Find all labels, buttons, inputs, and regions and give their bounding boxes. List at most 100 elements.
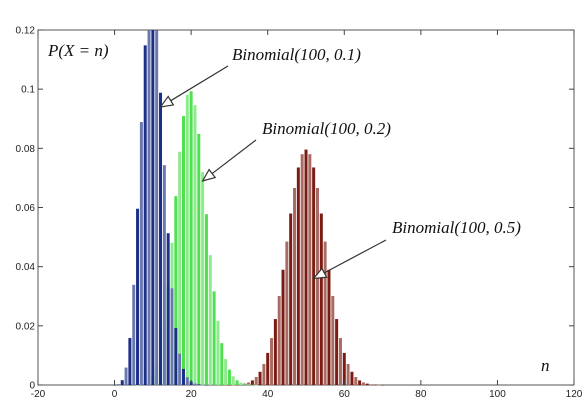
- bar-0-5: [132, 284, 136, 385]
- x-axis-label: n: [541, 356, 550, 375]
- bar-2-44: [281, 269, 285, 385]
- annotation-binomial-0-5: Binomial(100, 0.5): [392, 218, 521, 237]
- bar-2-38: [258, 371, 262, 385]
- bar-2-36: [250, 380, 254, 385]
- bar-0-12: [159, 92, 163, 385]
- bar-0-7: [139, 122, 143, 386]
- x-tick-label-7: 120: [566, 389, 583, 400]
- bar-0-13: [162, 165, 166, 385]
- bar-1-30: [227, 369, 231, 385]
- bar-2-37: [254, 377, 258, 385]
- y-tick-label-5: 0.1: [21, 85, 35, 96]
- bar-1-16: [174, 196, 178, 385]
- series-0: [113, 30, 208, 386]
- bar-0-14: [166, 233, 170, 385]
- bar-2-61: [346, 363, 350, 385]
- y-tick-label-0: 0: [29, 381, 35, 392]
- bar-1-22: [197, 133, 201, 385]
- bar-1-37: [254, 384, 258, 386]
- bar-1-26: [212, 291, 216, 385]
- y-tick-label-2: 0.04: [16, 262, 36, 273]
- x-tick-label-3: 40: [262, 389, 274, 400]
- bar-2-35: [247, 382, 251, 385]
- bar-1-33: [239, 382, 243, 385]
- bar-1-28: [220, 343, 224, 385]
- bar-2-48: [296, 167, 300, 385]
- bar-0-24: [204, 384, 208, 386]
- bar-2-49: [300, 154, 304, 385]
- bar-2-52: [312, 167, 316, 385]
- bar-2-41: [270, 338, 274, 385]
- bar-1-29: [224, 359, 228, 385]
- bar-1-36: [250, 384, 254, 386]
- bar-0-18: [181, 368, 185, 385]
- bar-0-0: [113, 384, 117, 386]
- bar-0-15: [170, 288, 174, 385]
- bar-0-22: [197, 384, 201, 386]
- bar-1-20: [189, 91, 193, 386]
- bar-0-19: [185, 377, 189, 385]
- y-tick-label-6: 0.12: [16, 26, 36, 37]
- bar-2-39: [262, 363, 266, 385]
- bar-2-69: [377, 384, 381, 386]
- bar-2-30: [227, 384, 231, 386]
- y-tick-label-1: 0.02: [16, 321, 36, 332]
- bar-2-63: [354, 377, 358, 385]
- bar-0-6: [136, 208, 140, 385]
- bar-2-50: [304, 149, 308, 385]
- bar-2-31: [231, 384, 235, 386]
- bar-2-42: [273, 319, 277, 385]
- bar-2-45: [285, 241, 289, 385]
- bar-2-57: [331, 296, 335, 385]
- bar-2-60: [342, 352, 346, 385]
- bar-2-54: [319, 213, 323, 385]
- bar-2-43: [277, 296, 281, 385]
- bar-1-21: [193, 105, 197, 385]
- bar-0-1: [116, 384, 120, 385]
- bar-2-65: [361, 382, 365, 385]
- bar-2-67: [369, 384, 373, 385]
- bar-1-32: [235, 380, 239, 385]
- bar-0-21: [193, 383, 197, 385]
- bar-2-68: [373, 384, 377, 386]
- bar-2-66: [365, 383, 369, 385]
- bar-2-59: [338, 338, 342, 385]
- bar-1-31: [231, 376, 235, 385]
- bar-1-34: [243, 383, 247, 385]
- bar-0-4: [128, 338, 132, 385]
- bar-0-11: [155, 30, 159, 386]
- bar-1-18: [181, 116, 185, 385]
- y-axis-label: P(X = n): [47, 41, 109, 60]
- bar-2-70: [381, 384, 385, 386]
- bar-0-16: [174, 327, 178, 385]
- annotation-arrow-1: [201, 139, 257, 182]
- bar-1-24: [204, 214, 208, 385]
- bar-1-23: [201, 172, 205, 385]
- bar-2-40: [266, 352, 270, 385]
- bar-1-25: [208, 255, 212, 385]
- x-tick-label-4: 60: [339, 389, 351, 400]
- series-2: [227, 149, 385, 386]
- y-tick-label-3: 0.06: [16, 203, 36, 214]
- bar-2-58: [335, 319, 339, 385]
- x-tick-label-6: 100: [489, 389, 506, 400]
- annotation-arrow-2: [312, 239, 387, 280]
- bar-0-8: [143, 45, 147, 385]
- bar-1-35: [247, 384, 251, 386]
- bar-2-53: [315, 188, 319, 385]
- annotation-binomial-0-2: Binomial(100, 0.2): [262, 119, 391, 138]
- bar-0-9: [147, 30, 151, 385]
- bar-0-10: [151, 30, 155, 385]
- bar-1-27: [216, 320, 220, 385]
- bar-2-56: [327, 269, 331, 385]
- x-tick-label-5: 80: [415, 389, 427, 400]
- bar-0-23: [201, 384, 205, 386]
- bar-0-2: [120, 380, 124, 385]
- bar-2-46: [289, 213, 293, 385]
- bar-2-64: [358, 380, 362, 385]
- bar-0-17: [178, 353, 182, 385]
- bar-2-51: [308, 154, 312, 385]
- bar-1-19: [185, 94, 189, 386]
- bar-1-17: [178, 151, 182, 385]
